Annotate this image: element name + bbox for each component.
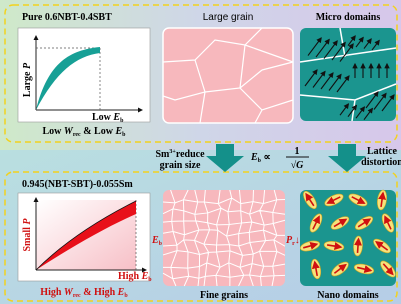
formula-numerator: 1 bbox=[295, 146, 300, 157]
text: ∝ bbox=[261, 152, 271, 163]
domain-panel bbox=[300, 28, 396, 121]
nano-domain-label: Nano domains bbox=[317, 290, 379, 301]
large-grain-image bbox=[163, 28, 293, 123]
text: Sm bbox=[155, 149, 170, 160]
domain-label: Micro domains bbox=[316, 12, 381, 23]
sm-note: grain size bbox=[160, 160, 201, 171]
grain-label: Large grain bbox=[203, 12, 254, 23]
micro-domain-image bbox=[300, 28, 396, 121]
text: Small bbox=[22, 225, 33, 252]
bottom-title: 0.945(NBT-SBT)-0.055Sm bbox=[22, 179, 133, 190]
fine-grain-image bbox=[163, 190, 285, 286]
sm-note: Sm3+reduce bbox=[155, 149, 205, 160]
text: P bbox=[22, 218, 33, 225]
top-chart-box bbox=[18, 28, 150, 122]
text: P bbox=[22, 62, 33, 69]
top-summary: Low Wrec & Low Eb bbox=[43, 126, 127, 138]
text: & Low bbox=[81, 126, 116, 137]
x-axis-label: Low Eb bbox=[92, 112, 124, 124]
text: Low bbox=[43, 126, 64, 137]
grain-panel bbox=[163, 190, 285, 286]
domain-arrow bbox=[358, 239, 359, 253]
nano-domain-image bbox=[299, 189, 398, 286]
text: reduce bbox=[176, 149, 205, 160]
formula: Eb ∝ bbox=[250, 152, 271, 164]
fine-grain-label: Fine grains bbox=[200, 290, 248, 301]
bottom-summary: High Wrec & High Eb bbox=[40, 287, 128, 299]
text: Low bbox=[92, 112, 113, 123]
y-axis-label: Large P bbox=[22, 62, 33, 97]
formula-denominator: √G bbox=[291, 160, 304, 171]
lattice-note: Lattice bbox=[367, 146, 398, 157]
diagram: Pure 0.6NBT-0.4SBT Large P Low Eb Low Wr… bbox=[0, 0, 401, 304]
text: ↓ bbox=[295, 235, 300, 246]
text: & High bbox=[81, 287, 118, 298]
page: Pure 0.6NBT-0.4SBT Large P Low Eb Low Wr… bbox=[0, 0, 401, 304]
x-axis-label: High Eb bbox=[118, 271, 152, 283]
lattice-note: distortion bbox=[361, 157, 401, 168]
text: High bbox=[118, 271, 142, 282]
y-axis-label: Small P bbox=[22, 218, 33, 252]
top-title: Pure 0.6NBT-0.4SBT bbox=[22, 12, 112, 23]
text: High bbox=[40, 287, 64, 298]
text: Large bbox=[22, 69, 33, 97]
